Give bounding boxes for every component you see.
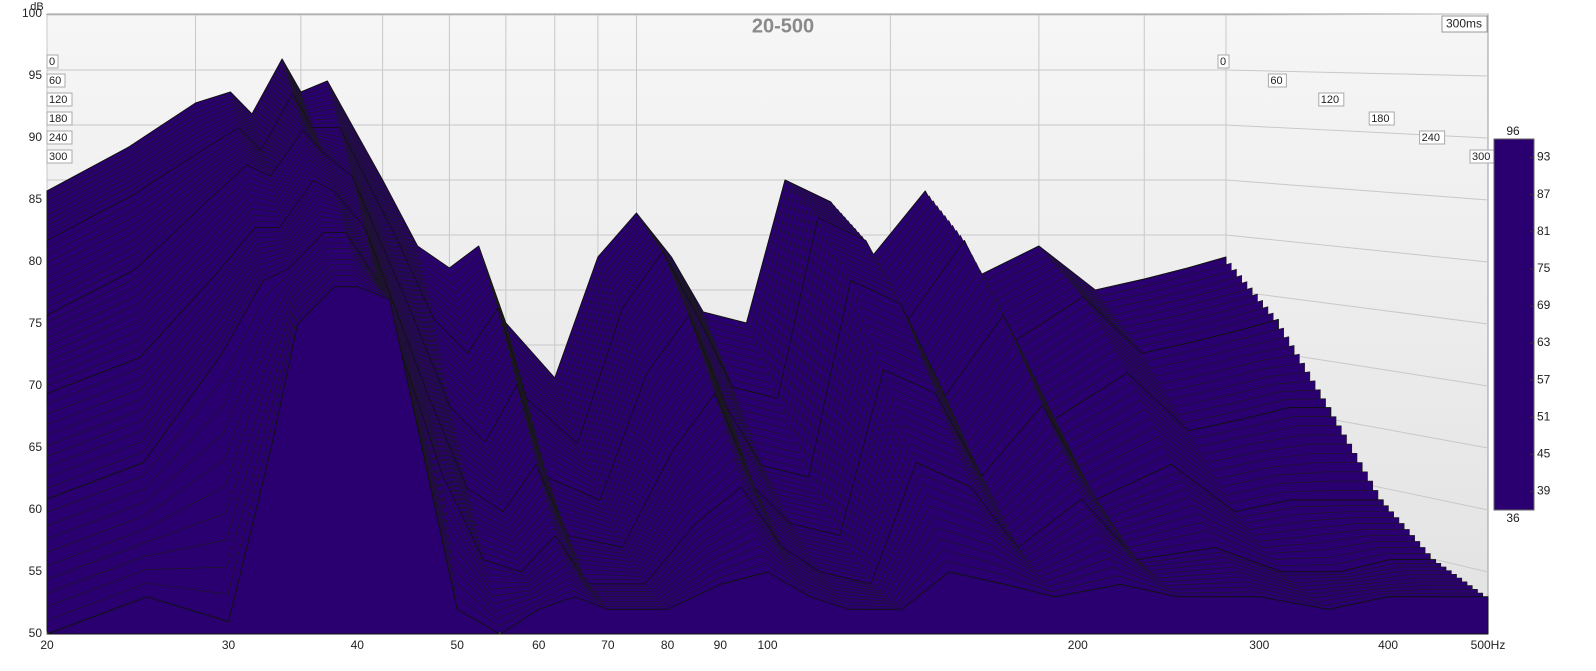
side-grid-line [1225,234,1489,263]
y-tick-label: 85 [29,192,43,206]
slice [46,286,1489,635]
z-tick-label: 60 [49,75,61,87]
colorbar-tick-label: 87 [1537,187,1551,201]
y-tick-label: 95 [29,68,43,82]
y-tick-label: 80 [29,254,43,268]
x-tick-label: 80 [661,638,675,652]
y-tick-label: 75 [29,316,43,330]
y-tick-label: 100 [22,6,42,20]
colorbar [1493,138,1535,511]
y-unit: dB [30,1,43,13]
x-tick-label: 60 [532,638,546,652]
time-range-label: 300ms [1446,17,1482,31]
z-tick-label: 60 [1270,75,1282,87]
z-tick-label: 120 [1321,94,1339,106]
y-tick-label: 65 [29,440,43,454]
x-tick-label: 50 [451,638,465,652]
colorbar-min-label: 36 [1506,511,1520,525]
z-tick-box [46,149,73,164]
z-tick-box [46,130,73,145]
z-tick-label: 0 [49,56,55,68]
side-grid-line [1225,179,1489,201]
side-grid-line [1225,13,1489,16]
x-tick-label: 70 [601,638,615,652]
z-tick-label: 240 [1422,132,1440,144]
colorbar-tick-label: 81 [1537,224,1551,238]
side-grid-line [1225,289,1489,325]
z-tick-label: 180 [1371,113,1389,125]
colorbar-max-label: 96 [1506,124,1520,138]
z-tick-box [1267,73,1287,88]
y-tick-label: 55 [29,564,43,578]
z-tick-label: 0 [1220,56,1226,68]
side-grid-line [1225,69,1489,77]
z-tick-label: 300 [49,151,67,163]
z-tick-box [46,92,73,107]
z-tick-box [1217,54,1230,69]
z-tick-box [1318,92,1345,107]
x-tick-label: 200 [1068,638,1088,652]
chart-title: 20-500 [752,15,814,37]
slices [46,58,1489,635]
y-tick-label: 90 [29,130,43,144]
z-tick-box [46,54,59,69]
time-range-box [1441,15,1488,33]
x-tick-label: 100 [757,638,777,652]
x-tick-label: 90 [714,638,728,652]
x-tick-label: 400 [1378,638,1398,652]
z-tick-box [1368,111,1395,126]
z-tick-box [46,111,73,126]
y-tick-label: 60 [29,502,43,516]
z-tick-label: 120 [49,94,67,106]
y-tick-label: 50 [29,626,43,640]
colorbar-tick-label: 63 [1537,335,1551,349]
colorbar-tick-label: 69 [1537,298,1551,312]
x-tick-label: 20 [40,638,54,652]
x-tick-label: 300 [1249,638,1269,652]
z-tick-label: 300 [1472,151,1490,163]
labels: 20 30 40 50 60 70 80 90 100 200 300 400 500Hz 50 55 60 6… [22,6,1551,652]
colorbar-tick-label: 45 [1537,447,1551,461]
x-tick-label: 500Hz [1471,638,1506,652]
colorbar-tick-label: 75 [1537,261,1551,275]
z-tick-label: 180 [49,113,67,125]
colorbar-tick-label: 39 [1537,484,1551,498]
colorbar-tick-label: 93 [1537,150,1551,164]
z-tick-box [46,73,66,88]
x-tick-label: 40 [351,638,365,652]
z-tick-label: 240 [49,132,67,144]
y-tick-label: 70 [29,378,43,392]
colorbar-tick-label: 57 [1537,372,1551,386]
x-tick-label: 30 [222,638,236,652]
colorbar-tick-label: 51 [1537,409,1551,423]
z-tick-box [1419,130,1446,145]
